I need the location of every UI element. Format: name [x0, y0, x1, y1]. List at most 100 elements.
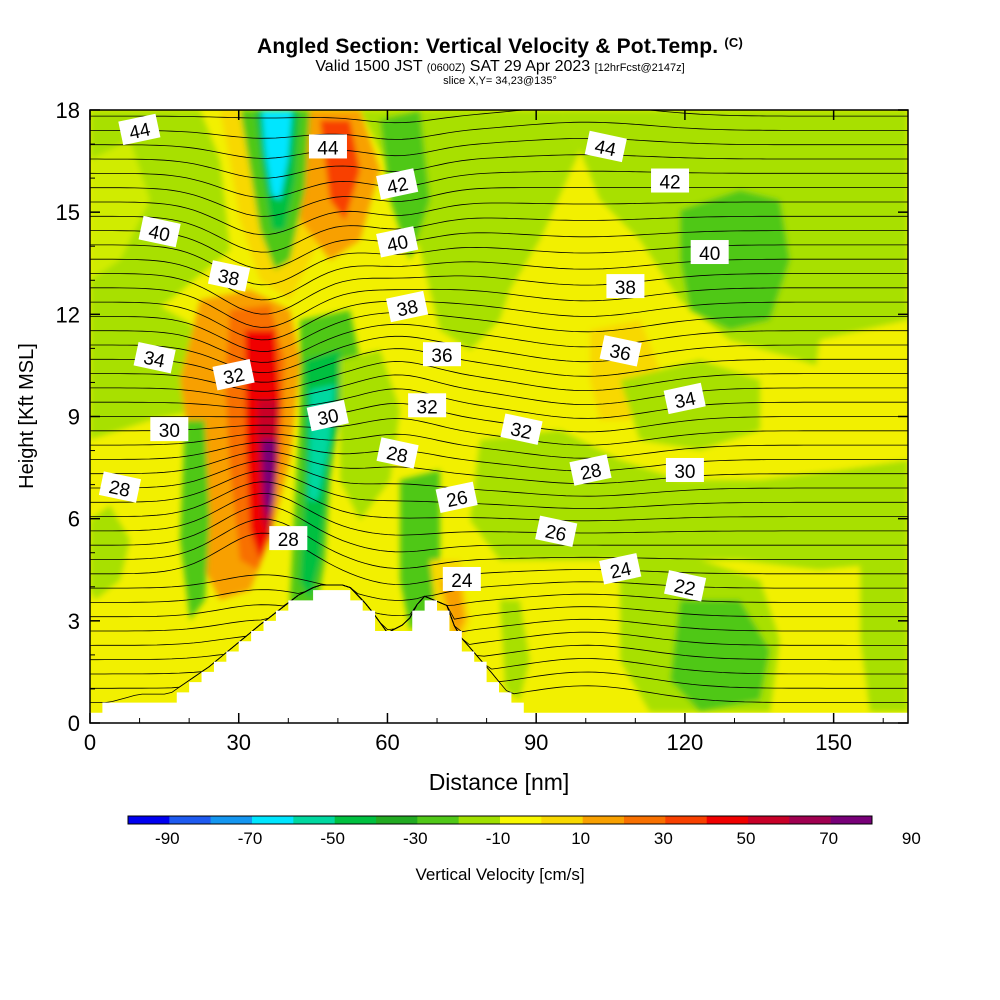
theta-label-text: 26 — [445, 487, 470, 512]
theta-isoline — [90, 418, 908, 446]
theta-label: 40 — [138, 215, 181, 248]
theta-label-text: 22 — [672, 576, 697, 601]
valid-utc: (0600Z) — [426, 62, 466, 74]
theta-isoline — [90, 201, 908, 236]
colorbar-swatch — [541, 816, 583, 824]
colorbar-swatch — [624, 816, 666, 824]
theta-label: 24 — [599, 553, 642, 585]
y-tick-label: 6 — [68, 507, 80, 532]
theta-label: 38 — [207, 260, 251, 292]
theta-isoline — [90, 460, 908, 497]
theta-label-text: 42 — [659, 173, 680, 194]
theta-label: 32 — [500, 413, 543, 445]
theta-label: 26 — [435, 481, 478, 513]
theta-label-text: 30 — [159, 421, 180, 442]
colorbar-swatch — [252, 816, 294, 824]
theta-isoline — [90, 300, 908, 341]
theta-isoline — [90, 74, 908, 88]
colorbar-swatch — [500, 816, 542, 824]
theta-isoline — [90, 90, 908, 106]
theta-label-box — [308, 134, 347, 159]
theta-label-text: 44 — [317, 138, 339, 159]
theta-label-text: 26 — [543, 521, 568, 546]
valid-time: Valid 1500 JST — [315, 58, 423, 75]
theta-label-text: 28 — [385, 443, 410, 468]
theta-label: 36 — [422, 342, 461, 367]
theta-label-text: 36 — [608, 341, 633, 366]
theta-label: 28 — [98, 471, 142, 503]
colorbar-swatch — [128, 816, 170, 824]
theta-isoline — [90, 492, 908, 536]
theta-label-box — [138, 215, 181, 248]
colorbar-swatch — [417, 816, 459, 824]
theta-label-box — [663, 382, 706, 415]
theta-label-text: 40 — [699, 244, 720, 265]
theta-label-text: 34 — [142, 348, 167, 373]
theta-label-box — [133, 341, 176, 374]
x-tick-label: 150 — [815, 730, 852, 755]
theta-label-box — [207, 260, 251, 292]
y-tick-label: 3 — [68, 609, 80, 634]
theta-label-text: 34 — [673, 388, 698, 413]
theta-isoline — [90, 215, 908, 253]
theta-label: 38 — [606, 274, 645, 299]
colorbar-swatch — [169, 816, 211, 824]
colorbar-tick-label: 70 — [819, 829, 838, 848]
theta-label: 40 — [690, 240, 729, 265]
theta-label-box — [408, 393, 447, 418]
theta-label: 30 — [150, 417, 189, 442]
theta-label: 22 — [664, 570, 707, 602]
theta-label: 34 — [663, 382, 706, 415]
theta-isoline — [90, 481, 908, 522]
colorbar: -90 -70 -50 -30 -10 10 30 50 70 90 — [127, 815, 921, 848]
theta-isoline — [90, 273, 908, 315]
theta-label-box — [535, 515, 578, 547]
x-tick-label: 0 — [84, 730, 96, 755]
colorbar-tick-label: 30 — [654, 829, 673, 848]
colorbar-swatch — [665, 816, 707, 824]
theta-label: 28 — [376, 437, 419, 469]
colorbar-tick-label: -50 — [320, 829, 345, 848]
theta-isoline — [90, 441, 908, 472]
theta-label-text: 40 — [147, 222, 172, 247]
theta-isoline — [90, 470, 908, 509]
y-tick-label: 0 — [68, 711, 80, 736]
theta-label-box — [376, 437, 419, 469]
theta-label-text: 28 — [579, 460, 604, 485]
theta-isoline — [90, 312, 908, 352]
colorbar-tick-label: 10 — [571, 829, 590, 848]
theta-label-text: 32 — [417, 397, 438, 418]
theta-isoline — [90, 287, 908, 328]
y-tick-label: 18 — [56, 98, 80, 123]
theta-isoline — [90, 532, 908, 586]
theta-label-box — [306, 399, 349, 432]
x-axis-title: Distance [nm] — [429, 769, 570, 795]
colorbar-swatch — [334, 816, 377, 824]
colorbar-swatch — [210, 816, 253, 824]
x-tick-label: 60 — [375, 730, 399, 755]
theta-label-text: 44 — [127, 119, 152, 144]
x-tick-label: 90 — [524, 730, 548, 755]
theta-label-box — [422, 342, 461, 367]
theta-label-text: 28 — [107, 477, 132, 502]
theta-isoline — [90, 374, 908, 405]
theta-label-box — [569, 454, 612, 486]
theta-label: 28 — [569, 454, 612, 486]
theta-label-box — [118, 113, 161, 146]
theta-label-box — [665, 457, 704, 482]
theta-label-box — [385, 290, 429, 323]
theta-label-text: 30 — [674, 462, 695, 483]
theta-label-text: 30 — [316, 405, 341, 430]
terrain-profile — [90, 590, 908, 723]
theta-label-box — [606, 274, 645, 299]
theta-isoline — [90, 584, 908, 631]
valid-date: SAT 29 Apr 2023 — [469, 58, 591, 75]
x-tick-label: 30 — [226, 730, 250, 755]
theta-label-box — [98, 471, 142, 503]
colorbar-swatch — [293, 816, 335, 824]
colorbar-swatch — [830, 816, 873, 824]
theta-label: 28 — [269, 526, 308, 551]
theta-label-box — [651, 168, 690, 193]
chart-title-block: Angled Section: Vertical Velocity & Pot.… — [0, 36, 1000, 87]
theta-label-text: 38 — [216, 266, 241, 291]
